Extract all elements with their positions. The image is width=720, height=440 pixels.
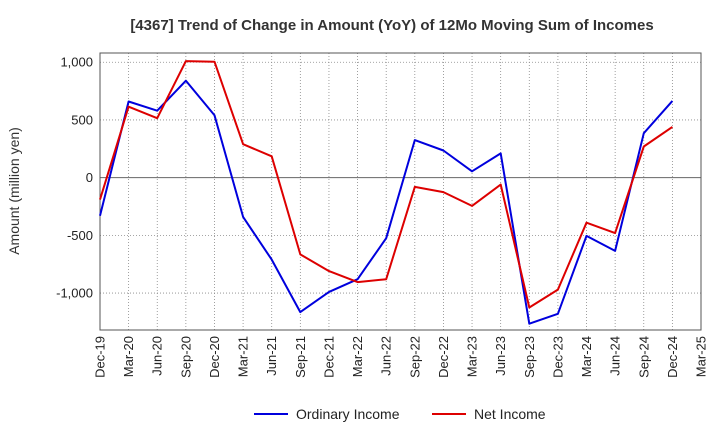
x-tick-label: Mar-24 [579, 336, 594, 377]
series-line-ordinary-income [99, 79, 674, 325]
x-tick-label: Jun-21 [264, 336, 279, 376]
x-tick-label: Mar-21 [236, 336, 251, 377]
x-tick-label: Jun-23 [493, 336, 508, 376]
x-tick-label: Sep-24 [636, 336, 651, 378]
x-tick-label: Sep-21 [293, 336, 308, 378]
x-tick-label: Mar-25 [694, 336, 709, 377]
y-tick-label: 500 [71, 112, 93, 127]
x-tick-label: Dec-22 [436, 336, 451, 378]
x-tick-label: Mar-20 [121, 336, 136, 377]
x-tick-label: Dec-24 [665, 336, 680, 378]
y-tick-label: -1,000 [56, 286, 93, 301]
y-axis-label: Amount (million yen) [6, 127, 22, 255]
grid [100, 53, 701, 330]
legend-label: Ordinary Income [296, 406, 400, 422]
x-tick-label: Jun-24 [608, 336, 623, 376]
y-tick-label: 0 [86, 170, 93, 185]
x-tick-label: Dec-23 [550, 336, 565, 378]
x-tick-label: Dec-19 [93, 336, 108, 378]
legend-label: Net Income [474, 406, 546, 422]
x-tick-label: Sep-22 [407, 336, 422, 378]
series-lines [99, 60, 674, 325]
x-tick-label: Jun-22 [379, 336, 394, 376]
x-tick-label: Mar-22 [350, 336, 365, 377]
x-tick-label: Jun-20 [150, 336, 165, 376]
x-tick-label: Dec-21 [321, 336, 336, 378]
y-axis: 1,000 500 0 -500 -1,000 [56, 55, 93, 301]
x-tick-label: Sep-23 [522, 336, 537, 378]
series-line-net-income [99, 60, 673, 309]
x-tick-label: Sep-20 [178, 336, 193, 378]
y-tick-label: -500 [67, 228, 93, 243]
y-tick-label: 1,000 [60, 55, 93, 70]
legend: Ordinary Income Net Income [254, 406, 546, 422]
x-tick-label: Mar-23 [465, 336, 480, 377]
plot-frame [99, 52, 702, 331]
x-tick-label: Dec-20 [207, 336, 222, 378]
chart-title: [4367] Trend of Change in Amount (YoY) o… [130, 17, 653, 34]
x-axis: Dec-19 Mar-20 Jun-20 Sep-20 Dec-20 Mar-21 Jun-… [93, 336, 709, 378]
